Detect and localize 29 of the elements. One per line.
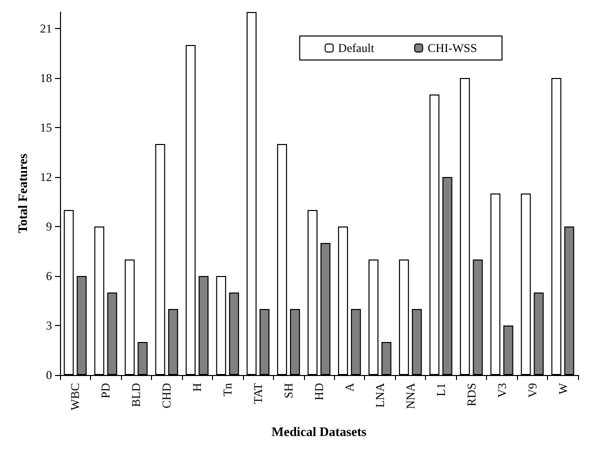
y-tick-label: 15: [40, 120, 52, 134]
x-tick-label: W: [556, 382, 570, 394]
x-tick-label: V9: [525, 383, 540, 398]
y-axis-title: Total Features: [15, 154, 30, 234]
x-tick-label: Tn: [220, 383, 235, 396]
x-tick-label: A: [342, 382, 356, 392]
x-axis-title: Medical Datasets: [272, 424, 366, 439]
x-tick-label: CHD: [160, 382, 174, 408]
legend-label: Default: [338, 41, 375, 55]
y-tick-label: 12: [40, 170, 52, 184]
x-tick-label: H: [190, 382, 204, 392]
x-tick-label: NNA: [403, 382, 418, 409]
x-tick-label: TAT: [251, 382, 266, 404]
y-tick-label: 0: [46, 368, 52, 382]
x-tick-label: RDS: [464, 383, 478, 406]
y-tick-label: 21: [40, 22, 52, 36]
x-tick-label: L1: [434, 383, 448, 396]
y-tick-label: 3: [46, 318, 52, 332]
x-tick-label: LNA: [372, 382, 387, 408]
x-tick-label: HD: [312, 382, 326, 400]
y-tick-label: 18: [40, 71, 52, 85]
x-tick-label: PD: [98, 382, 113, 398]
legend-label: CHI-WSS: [428, 41, 478, 55]
x-tick-label: WBC: [68, 383, 82, 410]
y-tick-label: 6: [46, 269, 52, 283]
y-tick-label: 9: [46, 220, 52, 234]
x-tick-label: SH: [282, 382, 296, 398]
x-tick-label: V3: [494, 383, 509, 398]
x-tick-label: BLD: [129, 382, 144, 407]
